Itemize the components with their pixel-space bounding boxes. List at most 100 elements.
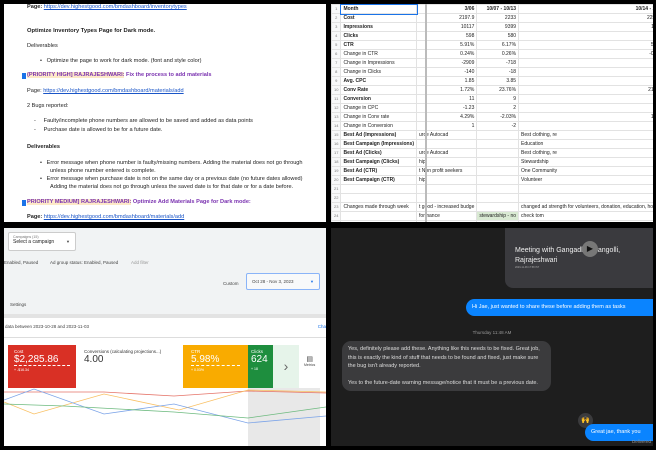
row-number[interactable]: 25: [331, 220, 342, 222]
data-cell[interactable]: -2: [476, 121, 520, 131]
row-label-cell[interactable]: Best Campaign (CTR): [340, 175, 418, 185]
row-label-cell[interactable]: Impressions: [340, 22, 418, 32]
data-cell[interactable]: 6.17%: [476, 40, 520, 50]
data-cell[interactable]: 0: [518, 103, 653, 113]
change-link[interactable]: Cha: [317, 324, 326, 329]
row-number[interactable]: 17: [331, 148, 342, 158]
data-cell[interactable]: check tom: [518, 211, 653, 221]
row-label-cell[interactable]: Conv Rate: [340, 85, 418, 95]
row-number[interactable]: 18: [331, 157, 342, 167]
data-cell[interactable]: -2.03%: [476, 112, 520, 122]
data-cell[interactable]: 2233: [476, 13, 520, 23]
materials-add-link[interactable]: https://dev.highestgood.com/bmdashboard/…: [43, 214, 185, 220]
data-cell[interactable]: stewardship - no: [476, 211, 520, 221]
row-number[interactable]: 4: [331, 31, 342, 41]
data-cell[interactable]: changed ad strength for volunteers, dona…: [518, 202, 653, 212]
data-cell[interactable]: 2255.38: [518, 13, 653, 23]
metric-card-conversions[interactable]: Conversions (calculating projections...)…: [76, 345, 183, 388]
row-number[interactable]: 23: [331, 202, 342, 212]
data-cell[interactable]: [476, 202, 520, 212]
metrics-button[interactable]: ▤ Metrics: [304, 355, 315, 367]
row-label-cell[interactable]: [340, 193, 418, 203]
row-number[interactable]: 20: [331, 175, 342, 185]
data-cell[interactable]: 925: [518, 58, 653, 68]
row-number[interactable]: 8: [331, 67, 342, 77]
data-cell[interactable]: 3.85: [518, 76, 653, 86]
data-cell[interactable]: 20: [518, 67, 653, 77]
row-number[interactable]: 7: [331, 58, 342, 68]
date-range-picker[interactable]: Oct 28 - Nov 3, 2023 ▼: [246, 273, 320, 290]
data-cell[interactable]: Best clothing, re: [518, 148, 653, 158]
data-cell[interactable]: 5.81%: [518, 40, 653, 50]
row-number[interactable]: 13: [331, 112, 342, 122]
data-cell[interactable]: [476, 130, 520, 140]
row-number[interactable]: 5: [331, 40, 342, 50]
row-number[interactable]: 16: [331, 139, 342, 149]
row-label-cell[interactable]: [340, 220, 418, 222]
data-cell[interactable]: [476, 157, 520, 167]
data-cell[interactable]: Best clothing, re: [518, 130, 653, 140]
row-label-cell[interactable]: Month: [339, 4, 418, 15]
data-cell[interactable]: Education: [518, 139, 653, 149]
row-label-cell[interactable]: Changes made through week: [340, 202, 418, 212]
data-cell[interactable]: 23.76%: [476, 85, 520, 95]
data-cell[interactable]: products - no marketing objective: [518, 220, 653, 222]
materials-add-link[interactable]: https://dev.highestgood.com/bmdashboard/…: [43, 88, 184, 94]
row-label-cell[interactable]: Best Ad (Impressions): [340, 130, 418, 140]
data-cell[interactable]: 10324: [518, 22, 653, 32]
data-cell[interactable]: [476, 148, 520, 158]
inventory-link[interactable]: https://dev.highestgood.com/bmdashboard/…: [43, 4, 187, 10]
row-label-cell[interactable]: Change in Impressions: [340, 58, 418, 68]
data-cell[interactable]: [476, 220, 520, 222]
data-cell[interactable]: [476, 193, 520, 203]
row-label-cell[interactable]: CTR: [340, 40, 418, 50]
data-cell[interactable]: 600: [518, 31, 653, 41]
row-label-cell[interactable]: Best Campaign (Impressions): [340, 139, 418, 149]
data-cell[interactable]: 3.85: [476, 76, 520, 86]
metric-card-cost[interactable]: Cost $2,285.86 + -$16.34: [8, 345, 76, 388]
row-label-cell[interactable]: Conversion: [340, 94, 418, 104]
data-cell[interactable]: est opp sustainable and: [416, 220, 478, 222]
campaign-selector[interactable]: Campaigns (15) Select a campaign ▼: [8, 232, 76, 251]
row-number[interactable]: 21: [331, 184, 342, 194]
metric-card-ctr[interactable]: CTR 5.98% + 0.03%: [183, 345, 248, 388]
data-cell[interactable]: -3: [518, 121, 653, 131]
video-attachment[interactable]: Meeting with Gangadhar Sangolli, Rajraje…: [505, 228, 653, 288]
row-label-cell[interactable]: Change in CPC: [340, 103, 418, 113]
next-metrics-chevron-icon[interactable]: ›: [273, 345, 299, 388]
row-label-cell[interactable]: [340, 184, 418, 194]
data-cell[interactable]: 10/07 - 10/13: [476, 4, 520, 14]
data-cell[interactable]: -18: [476, 67, 520, 77]
data-cell[interactable]: Stewardship: [518, 157, 653, 167]
filter-chip[interactable]: Enabled, Paused: [4, 260, 39, 265]
row-label-cell[interactable]: Change in Clicks: [340, 67, 418, 77]
row-number[interactable]: 15: [331, 130, 342, 140]
data-cell[interactable]: [476, 139, 520, 149]
row-number[interactable]: 10: [331, 85, 342, 95]
row-number[interactable]: 9: [331, 76, 342, 86]
row-label-cell[interactable]: Clicks: [340, 31, 418, 41]
data-cell[interactable]: 1.91%: [518, 112, 653, 122]
row-number[interactable]: 19: [331, 166, 342, 176]
row-number[interactable]: 24: [331, 211, 342, 221]
metric-card-clicks[interactable]: Clicks 624 + 18: [248, 345, 273, 388]
row-number[interactable]: 11: [331, 94, 342, 104]
row-number[interactable]: 12: [331, 103, 342, 113]
settings-tab[interactable]: Settings: [10, 302, 27, 307]
row-label-cell[interactable]: Best Ad (Clicks): [340, 148, 418, 158]
data-cell[interactable]: -718: [476, 58, 520, 68]
filter-chip[interactable]: Ad group status: Enabled, Paused: [50, 260, 119, 265]
data-cell[interactable]: 9399: [476, 22, 520, 32]
add-filter-button[interactable]: Add filter: [131, 260, 149, 265]
data-cell[interactable]: [476, 166, 520, 176]
row-number[interactable]: 2: [331, 13, 342, 23]
data-cell[interactable]: -0.36%: [518, 49, 653, 59]
row-label-cell[interactable]: Best Ad (CTR): [340, 166, 418, 176]
row-label-cell[interactable]: [340, 211, 418, 221]
data-cell[interactable]: [476, 184, 520, 194]
row-label-cell[interactable]: Avg. CPC: [340, 76, 418, 86]
row-label-cell[interactable]: Best Campaign (Clicks): [340, 157, 418, 167]
data-cell[interactable]: One Community: [518, 166, 653, 176]
play-icon[interactable]: ▶: [582, 241, 598, 257]
row-number[interactable]: 1: [331, 4, 342, 14]
